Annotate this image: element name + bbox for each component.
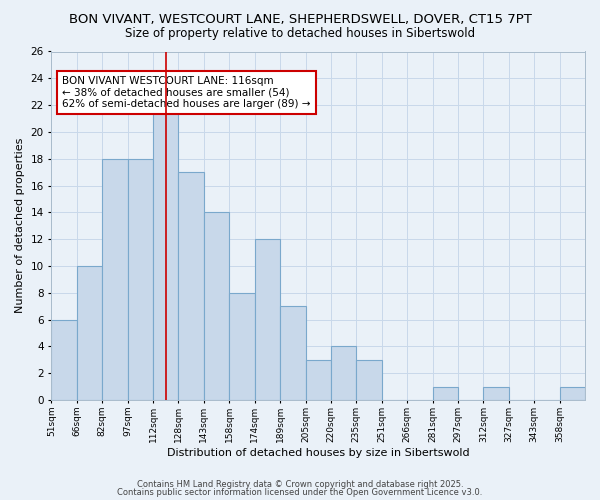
Bar [280, 306, 305, 400]
Text: Contains HM Land Registry data © Crown copyright and database right 2025.: Contains HM Land Registry data © Crown c… [137, 480, 463, 489]
Bar [356, 360, 382, 400]
Bar [484, 386, 509, 400]
Bar [255, 239, 280, 400]
Y-axis label: Number of detached properties: Number of detached properties [15, 138, 25, 314]
Bar [102, 158, 128, 400]
Text: BON VIVANT, WESTCOURT LANE, SHEPHERDSWELL, DOVER, CT15 7PT: BON VIVANT, WESTCOURT LANE, SHEPHERDSWEL… [68, 12, 532, 26]
Bar [52, 320, 77, 400]
X-axis label: Distribution of detached houses by size in Sibertswold: Distribution of detached houses by size … [167, 448, 470, 458]
Bar [128, 158, 153, 400]
Bar [331, 346, 356, 400]
Bar [77, 266, 102, 400]
Bar [229, 293, 255, 400]
Text: BON VIVANT WESTCOURT LANE: 116sqm
← 38% of detached houses are smaller (54)
62% : BON VIVANT WESTCOURT LANE: 116sqm ← 38% … [62, 76, 311, 109]
Bar [305, 360, 331, 400]
Text: Size of property relative to detached houses in Sibertswold: Size of property relative to detached ho… [125, 28, 475, 40]
Text: Contains public sector information licensed under the Open Government Licence v3: Contains public sector information licen… [118, 488, 482, 497]
Bar [204, 212, 229, 400]
Bar [153, 105, 178, 400]
Bar [178, 172, 204, 400]
Bar [560, 386, 585, 400]
Bar [433, 386, 458, 400]
